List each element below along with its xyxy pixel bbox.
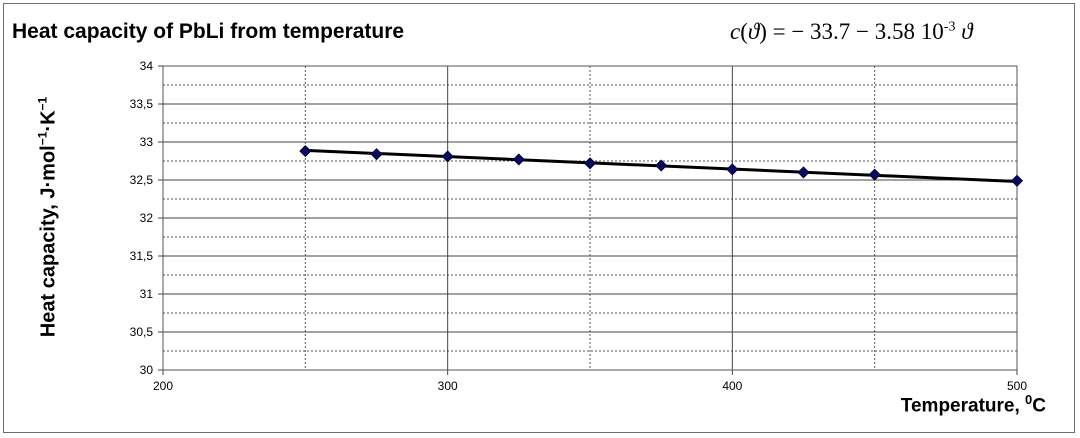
y-tick-label: 32 (140, 211, 154, 225)
x-tick-label: 300 (438, 379, 458, 393)
data-point (655, 159, 668, 172)
equation-rhs: = − 33.7 − 3.58 10 (766, 19, 944, 44)
x-axis-label-unit: C (1032, 395, 1046, 417)
x-axis-label-sup: 0 (1025, 392, 1033, 407)
chart-title: Heat capacity of PbLi from temperature (12, 20, 405, 43)
data-point (868, 168, 881, 181)
y-tick-label: 31,5 (130, 249, 154, 263)
regression-equation: c(ϑ) = − 33.7 − 3.58 10-3 ϑ (730, 19, 973, 45)
y-tick-label: 34 (140, 59, 154, 73)
data-point (441, 150, 454, 163)
data-point (299, 145, 312, 158)
chart-frame (3, 3, 1075, 433)
equation-rhs-variable: ϑ (955, 19, 973, 44)
x-axis-label-main: Temperature, (900, 395, 1026, 417)
equation-open-paren: ( (740, 19, 748, 44)
x-tick-label: 500 (1007, 379, 1027, 393)
data-point (1010, 174, 1024, 187)
data-point (512, 153, 525, 166)
equation-close-paren: ) (759, 19, 767, 44)
data-point (797, 166, 810, 179)
data-point (726, 163, 739, 176)
equation-function: c (730, 19, 741, 44)
x-tick-label: 200 (153, 379, 173, 393)
y-tick-label: 30,5 (130, 325, 154, 339)
y-tick-label: 33,5 (130, 97, 154, 111)
x-tick-label: 400 (722, 379, 742, 393)
y-tick-label: 32,5 (130, 173, 154, 187)
equation-exponent: -3 (943, 19, 956, 35)
y-tick-label: 31 (140, 287, 154, 301)
x-axis-label: Temperature, 0C (901, 392, 1046, 417)
plot-border (162, 65, 1018, 371)
data-point (583, 157, 597, 170)
y-tick-label: 33 (140, 135, 154, 149)
y-tick-label: 30 (140, 363, 154, 377)
equation-variable: ϑ (747, 19, 760, 44)
data-point (370, 148, 383, 161)
